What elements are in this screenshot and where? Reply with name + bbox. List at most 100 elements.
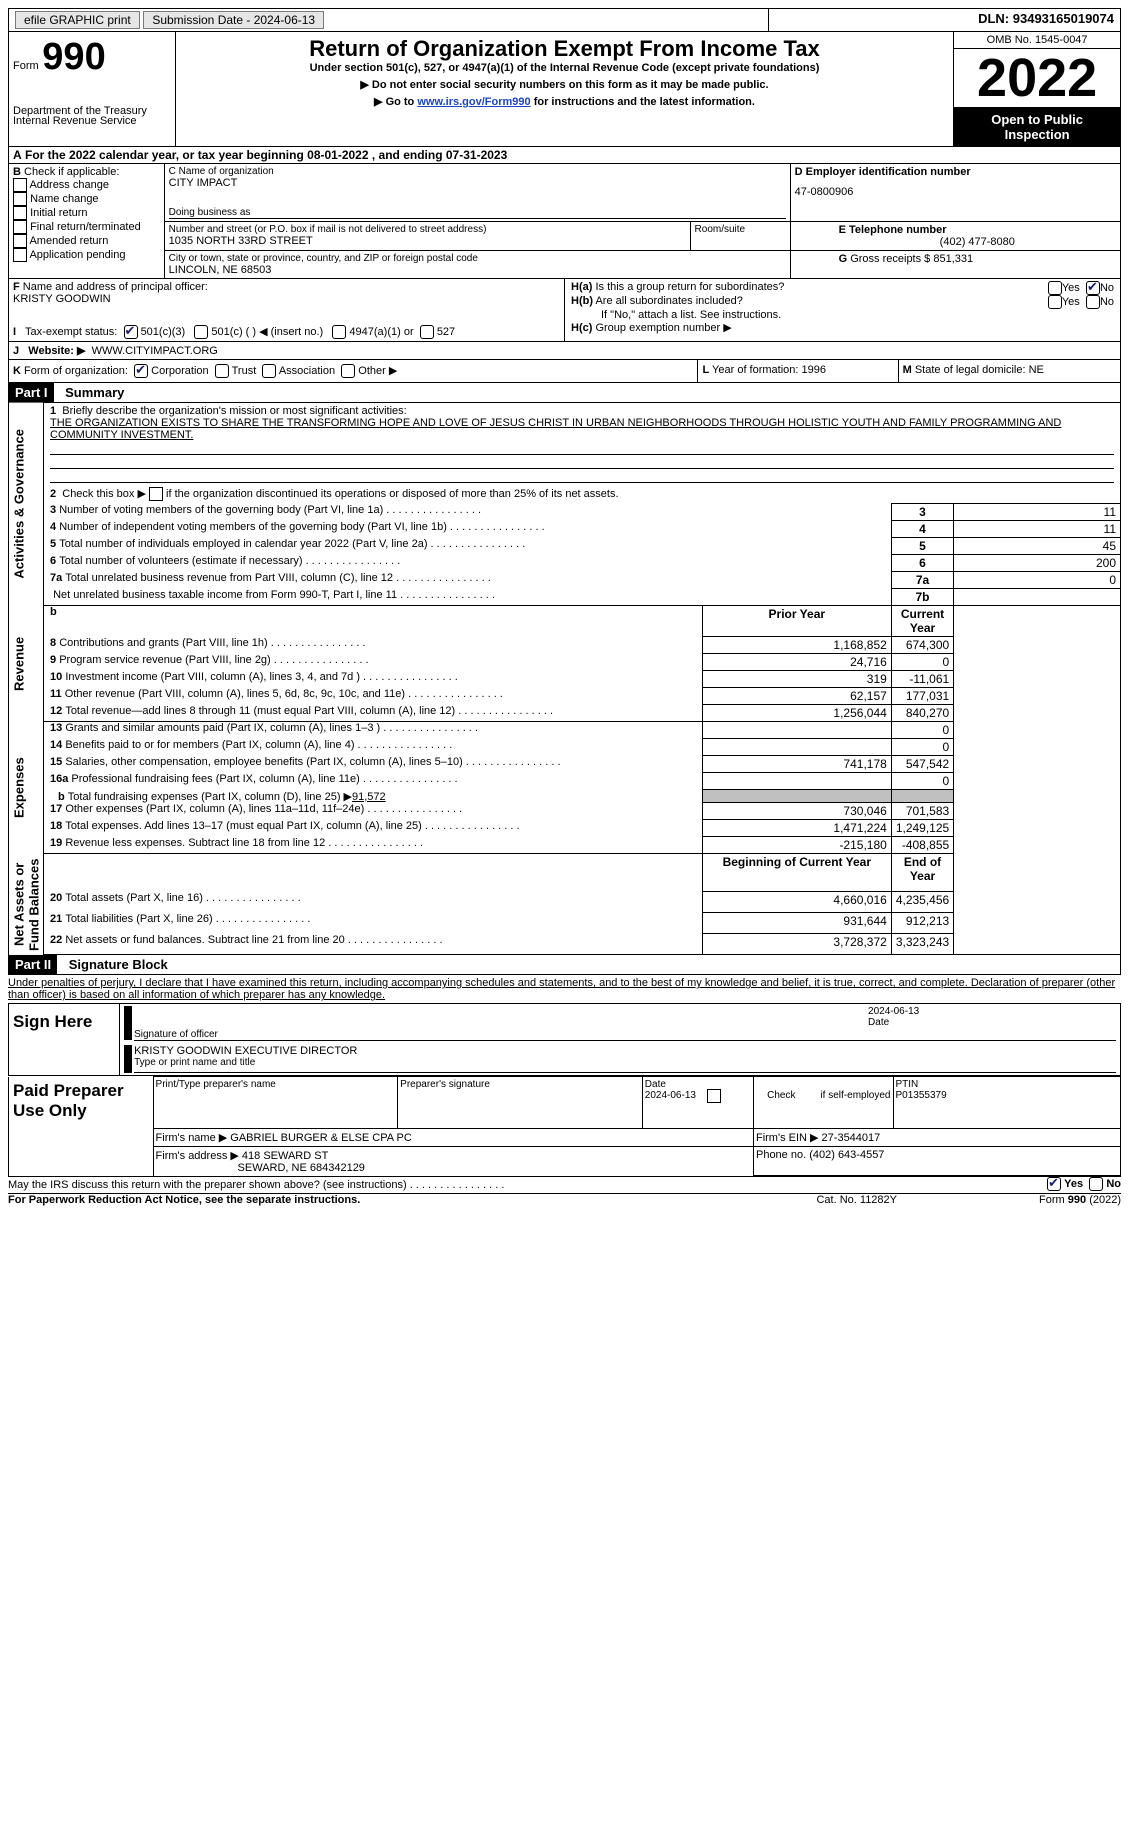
l15p: 741,178 [702,756,891,773]
b-text: Check if applicable: [24,166,119,178]
l18p: 1,471,224 [702,820,891,837]
l7a-val: 0 [954,572,1121,589]
i-o4: 527 [437,326,455,338]
l14c: 0 [891,739,953,756]
fh-block: F Name and address of principal officer:… [8,279,1121,342]
part1-title: Summary [57,383,132,402]
sub1: Under section 501(c), 527, or 4947(a)(1)… [180,62,949,74]
form-title: Return of Organization Exempt From Incom… [180,36,949,62]
hc-text: Group exemption number ▶ [595,322,731,334]
room-label: Room/suite [690,222,790,251]
cb-hb-no[interactable] [1086,295,1100,309]
cb-self-employed[interactable] [707,1089,721,1103]
cb-hb-yes[interactable] [1048,295,1062,309]
i-o1: 501(c)(3) [141,326,186,338]
cb-corp[interactable] [134,364,148,378]
footer: May the IRS discuss this return with the… [8,1177,1121,1193]
cb-501c[interactable] [194,325,208,339]
l17n: 17 [50,803,62,815]
l10n: 10 [50,671,62,683]
cb-trust[interactable] [215,364,229,378]
l6n: 6 [50,555,56,567]
l7a-text: Total unrelated business revenue from Pa… [65,572,393,584]
l18c: 1,249,125 [891,820,953,837]
l9c: 0 [891,654,953,671]
l20p: 4,660,016 [702,892,891,913]
hb-label: H(b) [571,295,593,307]
officer-name: KRISTY GOODWIN [13,293,111,305]
cb-name-change[interactable] [13,192,27,206]
firm-phone-label: Phone no. [756,1149,809,1161]
firm-name: GABRIEL BURGER & ELSE CPA PC [230,1132,412,1144]
ha-text: Is this a group return for subordinates? [595,281,784,293]
b-opt2: Initial return [30,207,87,219]
l4n: 4 [50,521,56,533]
cb-ha-yes[interactable] [1048,281,1062,295]
l17c: 701,583 [891,803,953,820]
cb-ha-no[interactable] [1086,281,1100,295]
irs-link[interactable]: www.irs.gov/Form990 [417,96,530,108]
ptin-label: PTIN [896,1079,919,1090]
cb-final[interactable] [13,220,27,234]
submission-date-btn[interactable]: Submission Date - 2024-06-13 [143,11,324,29]
l20-text: Total assets (Part X, line 16) [65,892,203,904]
l1-text: Briefly describe the organization's miss… [62,405,406,417]
cb-other[interactable] [341,364,355,378]
efile-btn[interactable]: efile GRAPHIC print [15,11,140,29]
cb-501c3[interactable] [124,325,138,339]
omb: 1545-0047 [1035,34,1088,46]
sig-officer-label: Signature of officer [134,1006,868,1040]
cb-amended[interactable] [13,234,27,248]
d-label: D Employer identification number [795,166,1116,178]
cb-527[interactable] [420,325,434,339]
l12-text: Total revenue—add lines 8 through 11 (mu… [65,705,455,717]
cb-pending[interactable] [13,248,27,262]
l11c: 177,031 [891,688,953,705]
sub2: ▶ Do not enter social security numbers o… [180,78,949,91]
form-990: 990 [42,36,105,78]
c-name-label: C Name of organization [169,166,786,177]
l13c: 0 [891,722,953,739]
current-hdr: Current Year [891,606,953,637]
sub3-pre: ▶ Go to [374,96,417,108]
l5n: 5 [50,538,56,550]
k-text: Form of organization: [24,365,128,377]
m-val: NE [1029,364,1044,376]
dln-label: DLN: [978,11,1013,26]
l19c: -408,855 [891,837,953,854]
top-bar: efile GRAPHIC print Submission Date - 20… [8,8,1121,32]
l1n: 1 [50,405,56,417]
cb-addr-change[interactable] [13,178,27,192]
firm-phone: (402) 643-4557 [809,1149,884,1161]
form-yr: (2022) [1089,1194,1121,1206]
l3-box: 3 [891,504,953,521]
cb-discuss-no[interactable] [1089,1177,1103,1191]
l7b-box: 7b [891,589,953,606]
k-o1: Corporation [151,365,208,377]
paid-date-label: Date [645,1079,666,1090]
summary-table: Activities & Governance 1 Briefly descri… [8,403,1121,955]
l13p [702,722,891,739]
l21c: 912,213 [891,913,953,934]
l16b-pre: Total fundraising expenses (Part IX, col… [68,791,352,803]
hb-yes: Yes [1062,296,1080,308]
cb-4947[interactable] [332,325,346,339]
l15c: 547,542 [891,756,953,773]
jklm-block: J Website: ▶ WWW.CITYIMPACT.ORG K Form o… [8,342,1121,383]
l3n: 3 [50,504,56,516]
firm-ein: 27-3544017 [822,1132,881,1144]
l4-box: 4 [891,521,953,538]
sign-here: Sign Here [9,1004,120,1076]
cb-assoc[interactable] [262,364,276,378]
part1-header: Part I Summary [8,383,1121,403]
cb-discuss-yes[interactable] [1047,1177,1061,1191]
l7an: 7a [50,572,62,584]
l9p: 24,716 [702,654,891,671]
cb-initial[interactable] [13,206,27,220]
cb-discontinued[interactable] [149,487,163,501]
b-label: B [13,166,21,178]
l9-text: Program service revenue (Part VIII, line… [59,654,271,666]
b-opt3: Final return/terminated [30,221,141,233]
end-hdr: End of Year [891,854,953,892]
side-exp: Expenses [11,757,26,818]
